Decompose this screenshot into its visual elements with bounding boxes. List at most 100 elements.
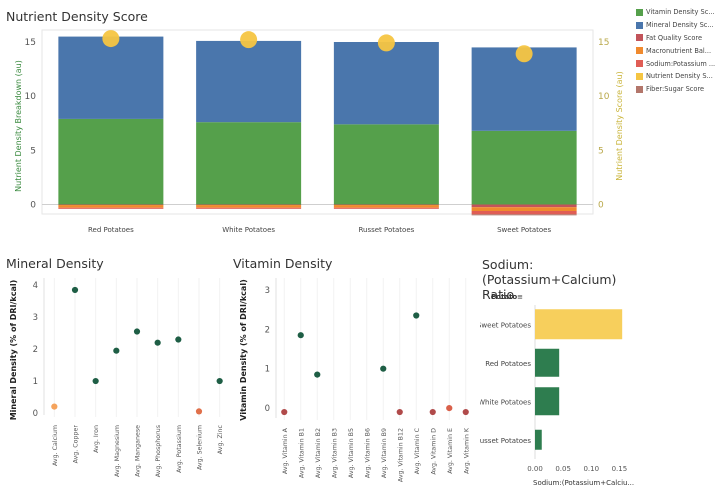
vitamin-density-chart: 0 1 2 3 Vitamin Density (% of DRI/kcal) Avg. … — [239, 278, 470, 482]
y-axis-label: Vitamin Density (% of DRI/kcal) — [239, 279, 248, 420]
category-label: Russet Potatoes — [480, 437, 531, 445]
nutrient-density-chart: 0 0 5 5 10 10 15 15 Nutrient Density Breakdown (… — [14, 29, 624, 234]
bar — [535, 429, 542, 450]
y-tick-label: 15 — [25, 38, 36, 48]
data-point — [314, 371, 321, 378]
legend-swatch — [636, 21, 643, 29]
x-category-label: Avg. Vitamin B9 — [381, 428, 388, 478]
x-category-label: White Potatoes — [222, 226, 275, 234]
y-tick-label: 5 — [30, 146, 36, 156]
x-category-label: Avg. Potassium — [176, 425, 183, 473]
y-tick-label: 3 — [265, 286, 270, 296]
x-category-label: Avg. Vitamin A — [282, 427, 289, 474]
data-point — [429, 408, 436, 416]
data-point — [195, 408, 203, 415]
plot-frame — [41, 29, 594, 215]
stacked-bar-segment — [471, 211, 577, 215]
data-point — [216, 377, 223, 385]
x-category-label: Avg. Vitamin B1 — [298, 428, 305, 478]
legend-swatch — [636, 8, 643, 16]
legend-label: Fiber:Sugar Score — [646, 85, 705, 94]
legend-swatch — [636, 60, 643, 68]
bar — [535, 309, 623, 340]
main-chart-title: Nutrient Density Score — [6, 9, 148, 24]
y-tick-label: 0 — [265, 404, 270, 414]
stacked-bar-segment — [196, 122, 302, 205]
stacked-bar-segment — [471, 207, 577, 211]
potato-sort-header[interactable]: Potato≡ — [491, 293, 523, 301]
stacked-bar-segment — [58, 205, 164, 208]
y-tick-label: 1 — [265, 365, 270, 375]
data-point — [297, 332, 304, 339]
stacked-bar-segment — [196, 204, 302, 206]
legend-swatch — [636, 34, 643, 42]
data-point — [71, 286, 79, 294]
nutrient-score-marker — [240, 31, 258, 49]
y-tick-label: 0 — [30, 201, 36, 211]
bar — [535, 348, 560, 377]
legend-item[interactable]: Sodium:Potassium ... — [636, 57, 720, 70]
data-point — [92, 377, 99, 385]
y-tick-label: 2 — [33, 345, 38, 355]
legend-label: Vitamin Density Sc... — [646, 8, 715, 17]
x-category-label: Avg. Selenium — [197, 425, 204, 470]
legend: Vitamin Density Sc... Mineral Density Sc.… — [636, 6, 720, 96]
y-tick-label: 2 — [265, 325, 270, 335]
data-point — [446, 405, 453, 412]
legend-label: Fat Quality Score — [646, 33, 703, 42]
data-point — [51, 403, 58, 410]
y2-axis-label: Nutrient Density Score (au) — [615, 71, 624, 181]
sort-icon: ≡ — [517, 293, 524, 301]
nutrient-score-marker — [102, 30, 120, 48]
legend-item[interactable]: Macronutrient Bal... — [636, 44, 720, 57]
legend-label: Mineral Density Sc... — [646, 21, 714, 30]
legend-item[interactable]: Nutrient Density S... — [636, 70, 720, 83]
category-label: White Potatoes — [480, 398, 531, 406]
vitamin-chart-title: Vitamin Density — [233, 256, 333, 271]
x-category-label: Avg. Vitamin B6 — [364, 428, 371, 478]
y2-tick-label: 15 — [598, 38, 609, 48]
x-category-label: Avg. Vitamin C — [414, 427, 421, 474]
x-tick-label: 0.00 — [527, 465, 543, 473]
x-category-label: Avg. Vitamin B12 — [397, 428, 404, 482]
stacked-bar-segment — [333, 204, 439, 206]
y-tick-label: 4 — [33, 281, 38, 291]
stacked-bar-segment — [196, 40, 302, 123]
y-tick-label: 3 — [33, 313, 38, 323]
potato-header-label: Potato — [491, 293, 518, 301]
x-category-label: Avg. Iron — [93, 425, 100, 453]
category-label: Red Potatoes — [485, 360, 531, 368]
x-category-label: Avg. Magnesium — [114, 425, 121, 477]
y-axis-label: Nutrient Density Breakdown (au) — [14, 60, 23, 192]
x-category-label: Avg. Vitamin B5 — [348, 428, 355, 478]
x-tick-label: 0.05 — [555, 465, 571, 473]
nutrient-score-marker — [377, 34, 395, 52]
legend-item[interactable]: Vitamin Density Sc... — [636, 6, 720, 19]
legend-label: Macronutrient Bal... — [646, 46, 712, 55]
x-axis-label: Sodium:(Potassium+Calciu... — [533, 479, 634, 487]
y2-tick-label: 0 — [598, 201, 604, 211]
x-tick-label: 0.15 — [612, 465, 628, 473]
x-tick-label: 0.10 — [583, 465, 599, 473]
stacked-bar-segment — [333, 42, 439, 125]
sodium-ratio-chart: Sweet Potatoes Red Potatoes White Potatoes… — [480, 305, 634, 487]
x-category-label: Avg. Vitamin B2 — [315, 428, 322, 478]
stacked-bar-segment — [196, 205, 302, 208]
y2-tick-label: 5 — [598, 146, 604, 156]
legend-item[interactable]: Fiber:Sugar Score — [636, 83, 720, 96]
x-category-label: Avg. Vitamin K — [463, 427, 470, 474]
data-point — [281, 408, 288, 416]
data-point — [413, 312, 420, 319]
nutrient-score-marker — [515, 45, 533, 63]
data-point — [113, 347, 120, 354]
x-category-label: Sweet Potatoes — [497, 226, 551, 234]
mineral-chart-title: Mineral Density — [6, 256, 104, 271]
legend-label: Sodium:Potassium ... — [646, 59, 716, 68]
stacked-bar-segment — [58, 204, 164, 206]
stacked-bar-segment — [58, 118, 164, 205]
legend-item[interactable]: Mineral Density Sc... — [636, 19, 720, 32]
legend-label: Nutrient Density S... — [646, 72, 713, 81]
data-point — [396, 408, 403, 416]
legend-item[interactable]: Fat Quality Score — [636, 32, 720, 45]
data-point — [133, 328, 141, 335]
